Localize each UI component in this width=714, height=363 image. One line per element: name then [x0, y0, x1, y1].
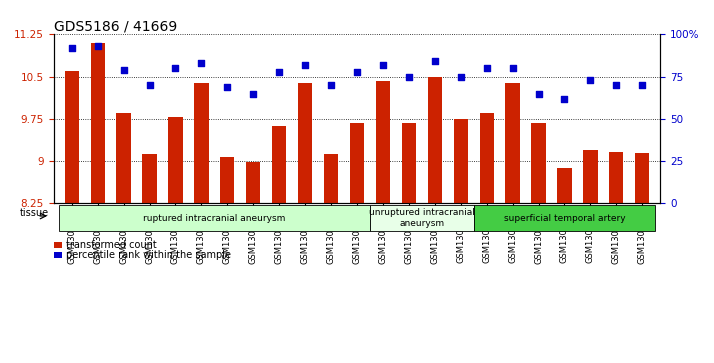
Bar	[376, 81, 390, 203]
Bar	[324, 154, 338, 203]
Point	[533, 91, 544, 97]
Point	[221, 84, 233, 90]
Bar	[194, 83, 208, 203]
Bar	[54, 242, 62, 248]
Bar	[583, 150, 598, 203]
Bar	[635, 152, 650, 203]
FancyBboxPatch shape	[59, 205, 370, 231]
Point	[507, 65, 518, 71]
Bar	[428, 77, 442, 203]
Point	[248, 91, 259, 97]
FancyBboxPatch shape	[370, 205, 473, 231]
Point	[637, 82, 648, 88]
Point	[92, 44, 104, 49]
Bar	[480, 113, 494, 203]
Text: ruptured intracranial aneurysm: ruptured intracranial aneurysm	[144, 214, 286, 223]
Point	[66, 45, 77, 51]
Text: GDS5186 / 41669: GDS5186 / 41669	[54, 19, 177, 33]
Bar	[609, 151, 623, 203]
Text: unruptured intracranial
aneurysm: unruptured intracranial aneurysm	[369, 208, 475, 228]
Bar	[220, 156, 234, 203]
Point	[585, 77, 596, 83]
FancyBboxPatch shape	[473, 205, 655, 231]
Bar	[402, 123, 416, 203]
Text: transformed count: transformed count	[66, 240, 156, 250]
Point	[481, 65, 493, 71]
Point	[455, 74, 466, 79]
Bar	[272, 126, 286, 203]
Bar	[531, 123, 545, 203]
Bar	[350, 123, 364, 203]
Text: tissue: tissue	[19, 208, 49, 219]
Point	[299, 62, 311, 68]
Point	[351, 69, 363, 74]
Point	[429, 58, 441, 64]
Text: superficial temporal artery: superficial temporal artery	[503, 214, 625, 223]
Bar	[558, 168, 572, 203]
Point	[170, 65, 181, 71]
Point	[196, 60, 207, 66]
Text: percentile rank within the sample: percentile rank within the sample	[66, 250, 231, 260]
Bar	[506, 83, 520, 203]
Point	[273, 69, 285, 74]
Bar	[453, 119, 468, 203]
Bar	[54, 252, 62, 258]
Bar	[91, 43, 105, 203]
Point	[403, 74, 415, 79]
Point	[326, 82, 337, 88]
Point	[144, 82, 155, 88]
Point	[559, 96, 570, 102]
Point	[610, 82, 622, 88]
Bar	[169, 117, 183, 203]
Bar	[298, 83, 312, 203]
Point	[118, 67, 129, 73]
Bar	[64, 71, 79, 203]
Bar	[246, 162, 261, 203]
Point	[377, 62, 388, 68]
Bar	[116, 113, 131, 203]
Bar	[142, 154, 156, 203]
